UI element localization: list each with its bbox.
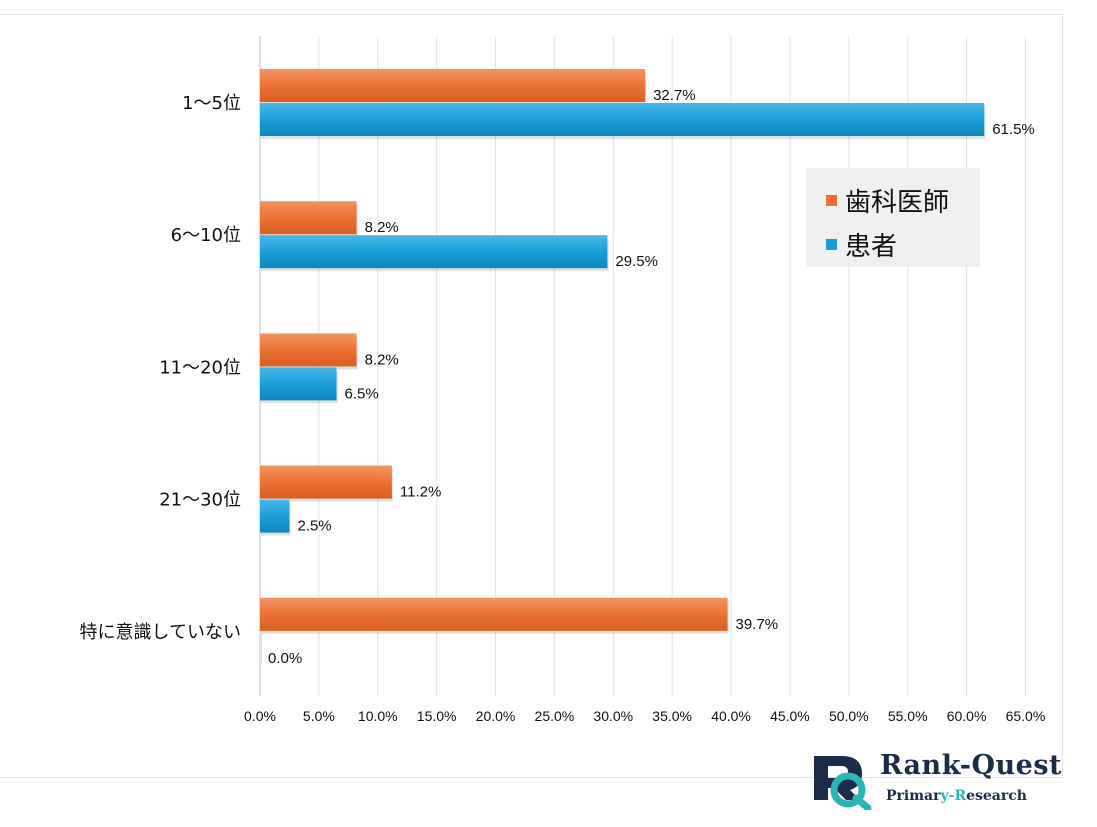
data-label: 39.7% [736,616,779,633]
legend-label-series-2: 患者 [845,232,898,262]
data-label: 0.0% [268,650,302,667]
x-tick-label: 65.0% [1006,708,1046,724]
logo-title-part-1: Ran [880,750,942,781]
data-label: 8.2% [365,351,399,368]
category-label: 特に意識していない [80,622,241,643]
data-label: 6.5% [345,385,379,402]
category-label: 6～10位 [171,225,241,246]
bar [260,631,262,665]
x-tick-label: 0.0% [244,708,276,724]
logo-sub-part-1: Primar [886,788,941,804]
category-label: 21～30位 [159,490,241,511]
category-label: 1～5位 [182,93,241,114]
chart-frame [0,14,1063,778]
data-labels: 32.7% 61.5% 8.2% 29.5% 8.2% 6.5% 11.2% 2.5% 39.7… [268,87,1035,667]
grid-lines [259,36,1026,696]
logo-sub-part-3: R [954,788,967,804]
data-label: 8.2% [365,219,399,236]
x-tick-label: 55.0% [888,708,928,724]
data-label: 11.2% [400,484,441,501]
legend-swatch-series-1 [826,195,837,206]
x-tick-label: 50.0% [829,708,869,724]
legend-item-series-1: 歯科医師 [826,182,949,219]
category-label: 11～20位 [159,357,241,378]
bar [260,235,608,269]
logo-title: Rank-Quest [880,750,1062,781]
legend: 歯科医師 患者 [806,168,980,267]
data-label: 32.7% [653,87,696,104]
bar [260,597,728,631]
legend-item-series-2: 患者 [826,226,897,263]
x-tick-label: 35.0% [652,708,692,724]
logo-title-part-2: k-Quest [941,750,1063,781]
bar [260,69,646,102]
x-tick-label: 30.0% [593,708,633,724]
x-tick-label: 25.0% [535,708,575,724]
bar [260,367,337,401]
legend-label-series-1: 歯科医師 [845,188,950,218]
legend-swatch-series-2 [826,239,837,250]
x-tick-label: 45.0% [770,708,810,724]
x-tick-label: 20.0% [476,708,516,724]
logo-sub-part-4: esearch [966,788,1027,804]
x-tick-label: 40.0% [711,708,751,724]
x-tick-label: 5.0% [303,708,335,724]
bars [260,69,986,665]
bar [260,103,985,136]
logo-subtitle: Primary-Research [886,788,1027,804]
bar [260,499,290,533]
logo-sub-part-2: y- [940,788,955,804]
bar [260,333,357,367]
data-label: 61.5% [992,121,1035,138]
x-tick-labels: 0.0% 5.0% 10.0% 15.0% 20.0% 25.0% 30.0% 35.0% 40… [244,708,1045,724]
x-tick-label: 10.0% [358,708,398,724]
bar [260,201,357,235]
x-tick-label: 15.0% [417,708,457,724]
x-tick-label: 60.0% [947,708,987,724]
bar [260,465,392,499]
rank-quest-logo-icon [814,756,872,810]
data-label: 2.5% [297,518,331,535]
data-label: 29.5% [615,253,658,270]
